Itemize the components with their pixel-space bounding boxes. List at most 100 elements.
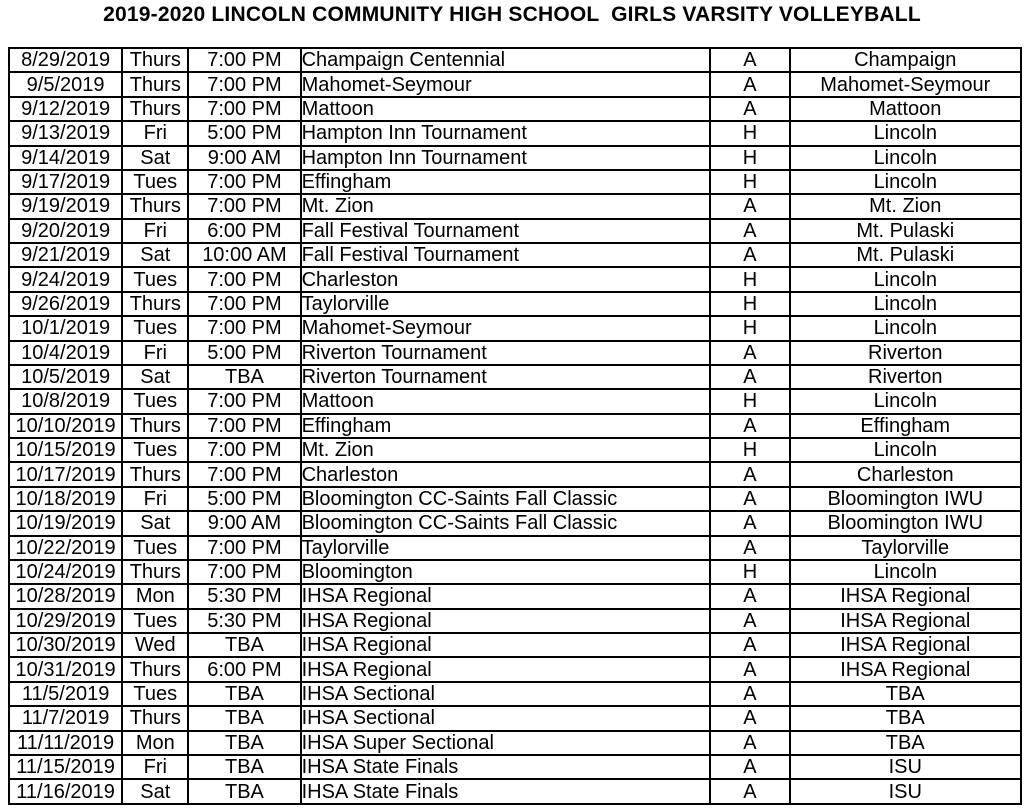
location-cell: Charleston <box>788 461 1023 488</box>
location-cell: Lincoln <box>788 144 1023 171</box>
home-away-cell: H <box>709 558 791 586</box>
schedule-table: 8/29/2019 Thurs 7:00 PM Champaign Centennia… <box>7 46 1023 805</box>
time-cell: 7:00 PM <box>187 315 302 342</box>
table-row: 9/24/2019 Tues 7:00 PM Charleston H Lincoln <box>7 266 1023 293</box>
date-cell: 10/29/2019 <box>7 607 124 635</box>
opponent-cell: Taylorville <box>299 534 712 561</box>
day-cell: Tues <box>121 315 190 342</box>
table-row: 10/22/2019 Tues 7:00 PM Taylorville A Taylorv… <box>7 534 1023 561</box>
table-row: 10/17/2019 Thurs 7:00 PM Charleston A Charles… <box>7 461 1023 488</box>
date-cell: 10/15/2019 <box>7 436 124 464</box>
table-row: 9/19/2019 Thurs 7:00 PM Mt. Zion A Mt. Zion <box>7 193 1023 220</box>
time-cell: TBA <box>187 753 302 781</box>
date-cell: 10/1/2019 <box>7 315 124 342</box>
day-cell: Tues <box>121 534 190 561</box>
time-cell: 6:00 PM <box>187 217 302 245</box>
location-cell: Mahomet-Seymour <box>788 71 1023 98</box>
home-away-cell: A <box>709 217 791 245</box>
time-cell: 7:00 PM <box>187 388 302 415</box>
date-cell: 10/19/2019 <box>7 510 124 537</box>
location-cell: Lincoln <box>788 266 1023 293</box>
time-cell: 7:00 PM <box>187 412 302 440</box>
home-away-cell: A <box>709 607 791 635</box>
home-away-cell: A <box>709 95 791 123</box>
time-cell: 7:00 PM <box>187 461 302 488</box>
date-cell: 9/21/2019 <box>7 241 124 269</box>
opponent-cell: Charleston <box>299 461 712 488</box>
home-away-cell: H <box>709 168 791 196</box>
date-cell: 11/11/2019 <box>7 729 124 756</box>
day-cell: Fri <box>121 753 190 781</box>
day-cell: Fri <box>121 485 190 513</box>
location-cell: Lincoln <box>788 558 1023 586</box>
home-away-cell: H <box>709 266 791 293</box>
location-cell: Riverton <box>788 339 1023 366</box>
table-row: 10/31/2019 Thurs 6:00 PM IHSA Regional A IHSA… <box>7 656 1023 683</box>
table-row: 10/15/2019 Tues 7:00 PM Mt. Zion H Lincoln <box>7 436 1023 464</box>
time-cell: 10:00 AM <box>187 241 302 269</box>
home-away-cell: A <box>709 631 791 659</box>
date-cell: 10/22/2019 <box>7 534 124 561</box>
location-cell: ISU <box>788 778 1023 805</box>
table-row: 9/14/2019 Sat 9:00 AM Hampton Inn Tournamen… <box>7 144 1023 171</box>
home-away-cell: A <box>709 534 791 561</box>
table-row: 11/11/2019 Mon TBA IHSA Super Sectional A TBA <box>7 729 1023 756</box>
day-cell: Thurs <box>121 95 190 123</box>
location-cell: Taylorville <box>788 534 1023 561</box>
day-cell: Thurs <box>121 412 190 440</box>
day-cell: Fri <box>121 339 190 366</box>
day-cell: Tues <box>121 607 190 635</box>
location-cell: Lincoln <box>788 290 1023 318</box>
day-cell: Fri <box>121 120 190 147</box>
opponent-cell: Riverton Tournament <box>299 339 712 366</box>
table-row: 9/17/2019 Tues 7:00 PM Effingham H Lincoln <box>7 168 1023 196</box>
date-cell: 11/15/2019 <box>7 753 124 781</box>
opponent-cell: IHSA Regional <box>299 607 712 635</box>
day-cell: Sat <box>121 363 190 391</box>
time-cell: 7:00 PM <box>187 558 302 586</box>
time-cell: TBA <box>187 705 302 732</box>
home-away-cell: A <box>709 583 791 610</box>
opponent-cell: Mahomet-Seymour <box>299 315 712 342</box>
location-cell: Mt. Pulaski <box>788 241 1023 269</box>
location-cell: Lincoln <box>788 436 1023 464</box>
table-row: 9/21/2019 Sat 10:00 AM Fall Festival Tourna… <box>7 241 1023 269</box>
opponent-cell: Effingham <box>299 412 712 440</box>
location-cell: Mattoon <box>788 95 1023 123</box>
day-cell: Thurs <box>121 558 190 586</box>
date-cell: 10/10/2019 <box>7 412 124 440</box>
home-away-cell: H <box>709 144 791 171</box>
date-cell: 9/24/2019 <box>7 266 124 293</box>
table-row: 10/8/2019 Tues 7:00 PM Mattoon H Lincoln <box>7 388 1023 415</box>
opponent-cell: IHSA Sectional <box>299 705 712 732</box>
home-away-cell: A <box>709 461 791 488</box>
location-cell: Bloomington IWU <box>788 485 1023 513</box>
time-cell: 5:30 PM <box>187 583 302 610</box>
location-cell: IHSA Regional <box>788 583 1023 610</box>
location-cell: ISU <box>788 753 1023 781</box>
day-cell: Thurs <box>121 290 190 318</box>
time-cell: 7:00 PM <box>187 193 302 220</box>
location-cell: Mt. Pulaski <box>788 217 1023 245</box>
table-row: 9/20/2019 Fri 6:00 PM Fall Festival Tournam… <box>7 217 1023 245</box>
time-cell: 5:30 PM <box>187 607 302 635</box>
location-cell: TBA <box>788 680 1023 708</box>
home-away-cell: A <box>709 729 791 756</box>
home-away-cell: H <box>709 436 791 464</box>
day-cell: Tues <box>121 388 190 415</box>
time-cell: 7:00 PM <box>187 95 302 123</box>
date-cell: 9/12/2019 <box>7 95 124 123</box>
time-cell: 7:00 PM <box>187 266 302 293</box>
time-cell: 6:00 PM <box>187 656 302 683</box>
opponent-cell: IHSA Super Sectional <box>299 729 712 756</box>
time-cell: 7:00 PM <box>187 46 302 74</box>
location-cell: TBA <box>788 705 1023 732</box>
opponent-cell: Charleston <box>299 266 712 293</box>
day-cell: Tues <box>121 680 190 708</box>
day-cell: Tues <box>121 436 190 464</box>
day-cell: Sat <box>121 144 190 171</box>
home-away-cell: H <box>709 290 791 318</box>
table-row: 11/16/2019 Sat TBA IHSA State Finals A ISU <box>7 778 1023 805</box>
date-cell: 10/28/2019 <box>7 583 124 610</box>
home-away-cell: A <box>709 412 791 440</box>
